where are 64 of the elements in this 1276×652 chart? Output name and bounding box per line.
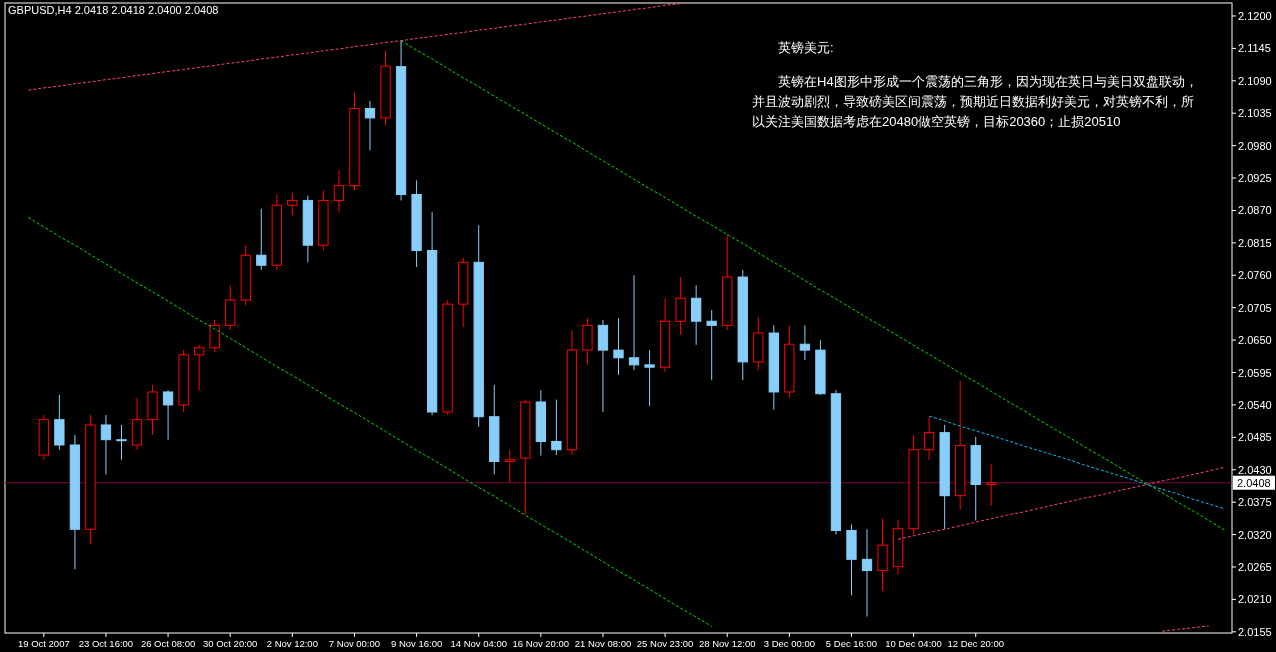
- candlestick: [193, 344, 205, 391]
- candlestick: [861, 528, 873, 617]
- y-tick-label: 2.0595: [1238, 366, 1272, 379]
- y-tick-label: 2.0375: [1238, 496, 1272, 509]
- candlestick: [923, 416, 935, 461]
- candlestick: [287, 192, 298, 216]
- y-tick-label: 2.1200: [1238, 9, 1272, 22]
- candlestick: [333, 169, 345, 213]
- annotation: 英镑在H4图形中形成一个震荡的三角形，因为现在英日与美日双盘联动，并且波动剧烈，导致磅美区间震荡，预期近日数据利好美元，对英镑不利，所以关注美国数据考虑在20480做空英镑，目标20360；止损20510: [752, 73, 1199, 131]
- x-tick-label: 5 Dec 16:00: [825, 638, 878, 649]
- candlestick: [691, 284, 702, 346]
- y-tick-label: 2.0870: [1238, 204, 1272, 217]
- candlestick: [986, 463, 997, 507]
- y-tick-label: 2.0485: [1238, 431, 1272, 444]
- x-tick-label: 21 Nov 08:00: [574, 638, 632, 649]
- chart-title: GBPUSD,H4 2.0418 2.0418 2.0400 2.0408: [8, 4, 219, 16]
- y-tick-label: 2.0540: [1238, 398, 1272, 411]
- x-tick-label: 12 Dec 20:00: [947, 638, 1004, 649]
- ref-line-label: 2.0408: [1237, 476, 1271, 489]
- y-tick-label: 2.0925: [1238, 172, 1272, 185]
- candlestick: [100, 414, 112, 475]
- candlestick: [209, 319, 220, 353]
- y-tick-label: 2.0980: [1238, 139, 1272, 152]
- y-tick-label: 2.0265: [1238, 560, 1272, 573]
- candlestick: [364, 100, 376, 151]
- y-tick-label: 2.0760: [1238, 269, 1272, 282]
- candlestick: [628, 274, 640, 371]
- line-series: [400, 40, 1225, 531]
- y-tick-label: 2.0650: [1238, 334, 1272, 347]
- y-tick-label: 2.1145: [1238, 42, 1271, 55]
- x-tick-label: 23 Oct 16:00: [78, 638, 134, 649]
- x-tick-label: 26 Oct 08:00: [140, 638, 196, 649]
- y-tick-label: 2.0320: [1238, 528, 1272, 541]
- x-tick-label: 16 Nov 20:00: [512, 638, 570, 649]
- annotation: 英镑美元:: [778, 39, 834, 57]
- y-tick-label: 2.0155: [1238, 625, 1272, 638]
- candlestick: [551, 399, 562, 456]
- candlestick: [799, 324, 811, 361]
- candlestick: [116, 424, 127, 461]
- x-tick-label: 9 Nov 16:00: [390, 638, 443, 649]
- candlestick: [162, 389, 174, 441]
- line-series: [27, 217, 713, 628]
- y-tick-label: 2.0430: [1238, 463, 1272, 476]
- x-tick-label: 28 Nov 12:00: [698, 638, 756, 649]
- x-tick-label: 10 Dec 04:00: [885, 638, 942, 649]
- x-tick-label: 14 Nov 04:00: [450, 638, 507, 649]
- candlestick: [504, 449, 515, 484]
- y-tick-label: 2.0705: [1238, 301, 1272, 314]
- candlestick: [256, 208, 267, 271]
- candlestick: [706, 309, 717, 381]
- y-tick-label: 2.0210: [1238, 593, 1272, 606]
- y-tick-label: 2.0815: [1238, 236, 1272, 249]
- x-tick-label: 30 Oct 20:00: [203, 638, 258, 649]
- x-tick-label: 7 Nov 00:00: [328, 638, 381, 649]
- y-tick-label: 2.1090: [1238, 74, 1272, 87]
- line-series: [928, 415, 1225, 510]
- y-tick-label: 2.1035: [1238, 107, 1272, 120]
- x-tick-label: 19 Oct 2007: [17, 638, 70, 649]
- candlestick: [644, 349, 655, 407]
- candlestick: [675, 276, 686, 336]
- x-tick-label: 2 Nov 12:00: [266, 638, 318, 649]
- x-tick-label: 25 Nov 23:00: [636, 638, 694, 649]
- candlestick: [613, 317, 624, 376]
- x-tick-label: 3 Dec 00:00: [763, 638, 815, 649]
